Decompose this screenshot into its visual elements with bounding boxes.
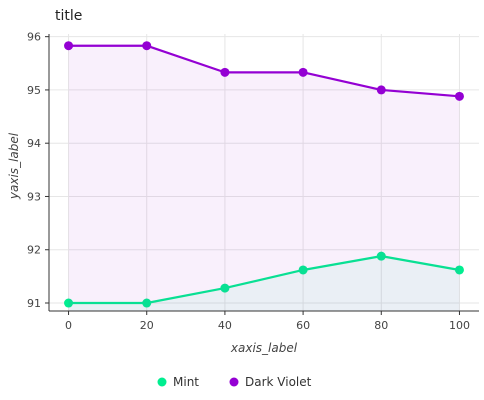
y-tick-label: 91: [27, 297, 41, 310]
legend: Mint Dark Violet: [157, 375, 312, 389]
x-tick-label: 40: [218, 319, 232, 332]
data-point-mint: [298, 265, 308, 275]
data-point-mint: [454, 265, 464, 275]
series-line-dark-violet: [68, 44, 460, 98]
series-layer: [64, 41, 464, 311]
data-point-dark-violet: [64, 41, 74, 51]
series-dark-violet: [64, 41, 464, 311]
y-axis-title: yaxis_label: [7, 132, 21, 200]
data-point-dark-violet: [454, 91, 464, 101]
legend-label-dark-violet: Dark Violet: [245, 375, 312, 389]
series-line-mint: [68, 255, 460, 305]
y-axis-ticks: 91 92 93 94 95 96: [27, 31, 49, 310]
legend-label-mint: Mint: [173, 375, 199, 389]
x-tick-label: 20: [140, 319, 154, 332]
x-axis-title: xaxis_label: [230, 341, 298, 355]
x-tick-label: 60: [296, 319, 310, 332]
legend-marker-mint: [157, 377, 167, 387]
grid: [49, 34, 479, 311]
x-axis-ticks: 0 20 40 60 80 100: [65, 311, 470, 332]
series-area-mint: [68, 256, 460, 311]
data-point-mint: [64, 298, 74, 308]
y-tick-label: 92: [27, 244, 41, 257]
x-tick-label: 100: [449, 319, 470, 332]
data-point-dark-violet: [298, 67, 308, 77]
y-tick-label: 93: [27, 190, 41, 203]
data-point-dark-violet: [142, 41, 152, 51]
data-point-mint: [220, 283, 230, 293]
series-mint: [64, 251, 464, 311]
axes: 0 20 40 60 80 100 91 92 93 94 95 96: [27, 31, 479, 332]
x-tick-label: 80: [374, 319, 388, 332]
y-tick-label: 94: [27, 137, 41, 150]
data-point-dark-violet: [220, 67, 230, 77]
data-point-dark-violet: [376, 85, 386, 95]
y-tick-label: 95: [27, 84, 41, 97]
legend-marker-dark-violet: [229, 377, 239, 387]
data-point-mint: [376, 251, 386, 261]
x-tick-label: 0: [65, 319, 72, 332]
series-area-dark-violet: [68, 45, 460, 311]
y-tick-label: 96: [27, 31, 41, 44]
chart-title: title: [55, 8, 82, 24]
data-point-mint: [142, 298, 152, 308]
